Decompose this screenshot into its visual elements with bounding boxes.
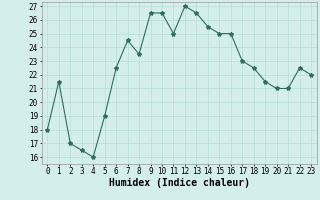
X-axis label: Humidex (Indice chaleur): Humidex (Indice chaleur) xyxy=(109,178,250,188)
